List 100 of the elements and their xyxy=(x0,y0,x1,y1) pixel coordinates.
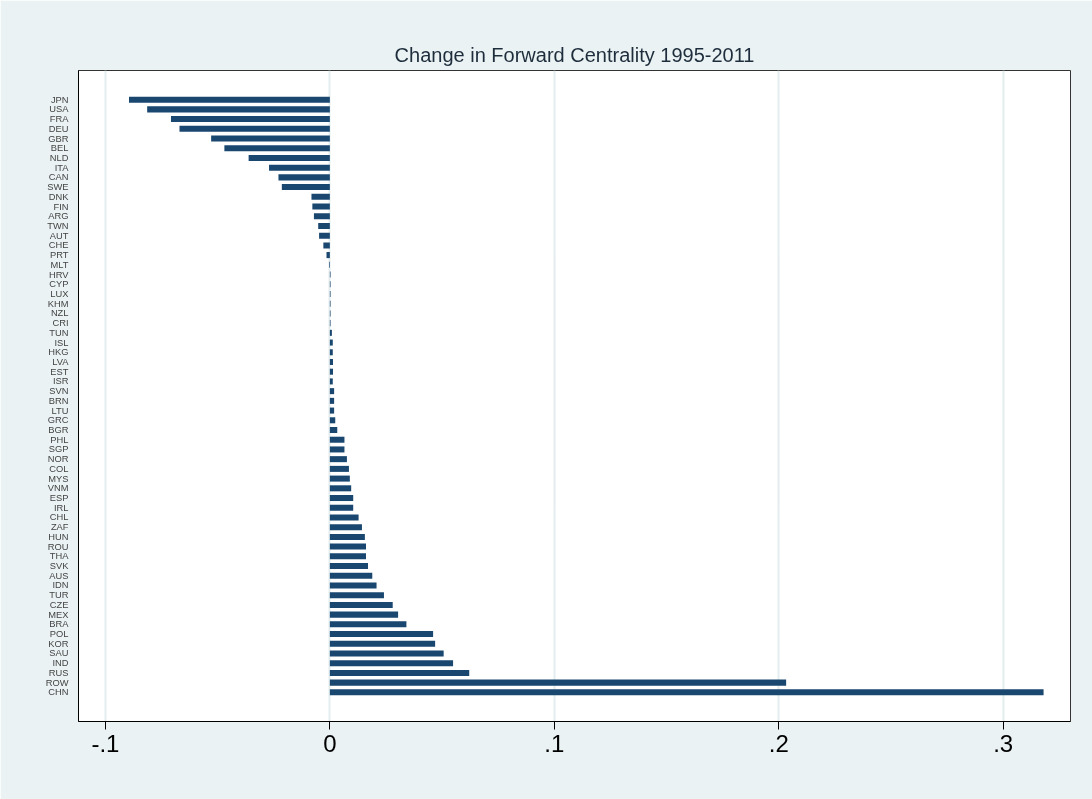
bar xyxy=(269,164,330,171)
y-tick-label: FIN xyxy=(53,201,69,212)
y-tick-label: GBR xyxy=(48,133,69,144)
y-tick-label: CAN xyxy=(48,172,69,183)
y-tick-label: CHN xyxy=(48,687,69,698)
y-tick-label: CHE xyxy=(48,240,69,251)
y-tick-label: NLD xyxy=(49,152,69,163)
x-tick-label: .1 xyxy=(544,729,565,757)
y-tick-label: USA xyxy=(49,104,70,115)
bar xyxy=(329,621,407,628)
bar xyxy=(211,135,330,142)
bar xyxy=(248,154,330,161)
bar xyxy=(326,252,330,259)
bar xyxy=(329,563,369,570)
y-tick-label: COL xyxy=(49,463,69,474)
bar xyxy=(329,329,332,336)
bar xyxy=(329,592,384,599)
bar xyxy=(329,446,345,453)
y-tick-label: BRN xyxy=(48,395,69,406)
y-tick-label: SWE xyxy=(47,182,69,193)
bar xyxy=(329,524,362,531)
y-tick-label: LTU xyxy=(51,405,69,416)
y-tick-label: ROW xyxy=(45,677,69,688)
y-tick-label: ISR xyxy=(52,376,69,387)
bar xyxy=(329,368,334,375)
y-tick-label: JPN xyxy=(50,94,69,105)
x-tick-label: -.1 xyxy=(91,729,120,757)
bar xyxy=(147,106,330,113)
bar xyxy=(329,582,377,589)
y-tick-label: SVK xyxy=(49,561,70,572)
bar xyxy=(329,631,434,638)
bar xyxy=(323,242,330,249)
bar xyxy=(329,427,338,434)
bar xyxy=(224,145,330,152)
y-tick-label: ARG xyxy=(48,211,69,222)
y-tick-label: NOR xyxy=(47,454,69,465)
bar xyxy=(329,553,366,560)
bar xyxy=(329,407,335,414)
bar xyxy=(329,397,335,404)
bar xyxy=(329,417,336,424)
y-tick-label: BEL xyxy=(50,143,69,154)
y-tick-label: SAU xyxy=(49,648,69,659)
y-tick-label: HKG xyxy=(48,347,69,358)
bar xyxy=(329,349,333,356)
bar xyxy=(329,475,350,482)
bar xyxy=(329,436,345,443)
y-tick-label: EST xyxy=(50,366,69,377)
y-tick-label: LUX xyxy=(50,288,70,299)
bar xyxy=(179,125,330,132)
y-tick-label: MLT xyxy=(50,259,69,270)
y-tick-label: KHM xyxy=(47,298,69,309)
y-tick-label: GRC xyxy=(47,415,69,426)
y-tick-label: RUS xyxy=(48,667,69,678)
bar xyxy=(329,679,787,686)
bar xyxy=(313,213,330,220)
bar xyxy=(329,485,352,492)
y-tick-label: IRL xyxy=(53,502,69,513)
bar xyxy=(329,339,333,346)
y-tick-label: ESP xyxy=(49,493,69,504)
bar xyxy=(329,669,470,676)
y-tick-label: POL xyxy=(49,629,69,640)
bar xyxy=(329,378,333,385)
y-tick-label: ZAF xyxy=(50,522,69,533)
y-tick-label: AUS xyxy=(49,570,69,581)
y-tick-label: NZL xyxy=(50,308,69,319)
y-tick-label: CRI xyxy=(52,318,69,329)
bar xyxy=(329,514,359,521)
chart-title: Change in Forward Centrality 1995-2011 xyxy=(394,43,755,66)
bar xyxy=(329,650,444,657)
y-tick-label: HRV xyxy=(48,269,70,280)
y-tick-label: TUN xyxy=(49,327,69,338)
bar xyxy=(329,640,436,647)
y-tick-label: IND xyxy=(52,658,69,669)
y-tick-label: KOR xyxy=(48,638,69,649)
y-tick-label: FRA xyxy=(49,114,70,125)
bar xyxy=(311,193,330,200)
y-tick-label: DNK xyxy=(48,191,70,202)
bar xyxy=(319,232,330,239)
bar xyxy=(329,465,349,472)
y-tick-label: TWN xyxy=(47,220,69,231)
bar xyxy=(329,495,354,502)
y-tick-label: HUN xyxy=(48,531,69,542)
y-tick-label: ITA xyxy=(54,162,70,173)
y-tick-label: SVN xyxy=(49,386,69,397)
y-tick-label: CYP xyxy=(49,279,69,290)
y-tick-label: ISL xyxy=(54,337,69,348)
y-tick-label: CHL xyxy=(49,512,69,523)
y-tick-label: ROU xyxy=(47,541,69,552)
y-tick-label: DEU xyxy=(48,123,69,134)
y-tick-label: IDN xyxy=(52,580,69,591)
x-tick-label: .3 xyxy=(993,729,1014,757)
bar xyxy=(129,96,330,103)
y-tick-label: THA xyxy=(49,551,70,562)
bar xyxy=(329,572,373,579)
bar xyxy=(329,543,366,550)
y-tick-label: SGP xyxy=(48,444,69,455)
bar xyxy=(329,388,335,395)
y-tick-label: BRA xyxy=(49,619,70,630)
bar xyxy=(329,660,454,667)
y-tick-label: PHL xyxy=(50,434,69,445)
